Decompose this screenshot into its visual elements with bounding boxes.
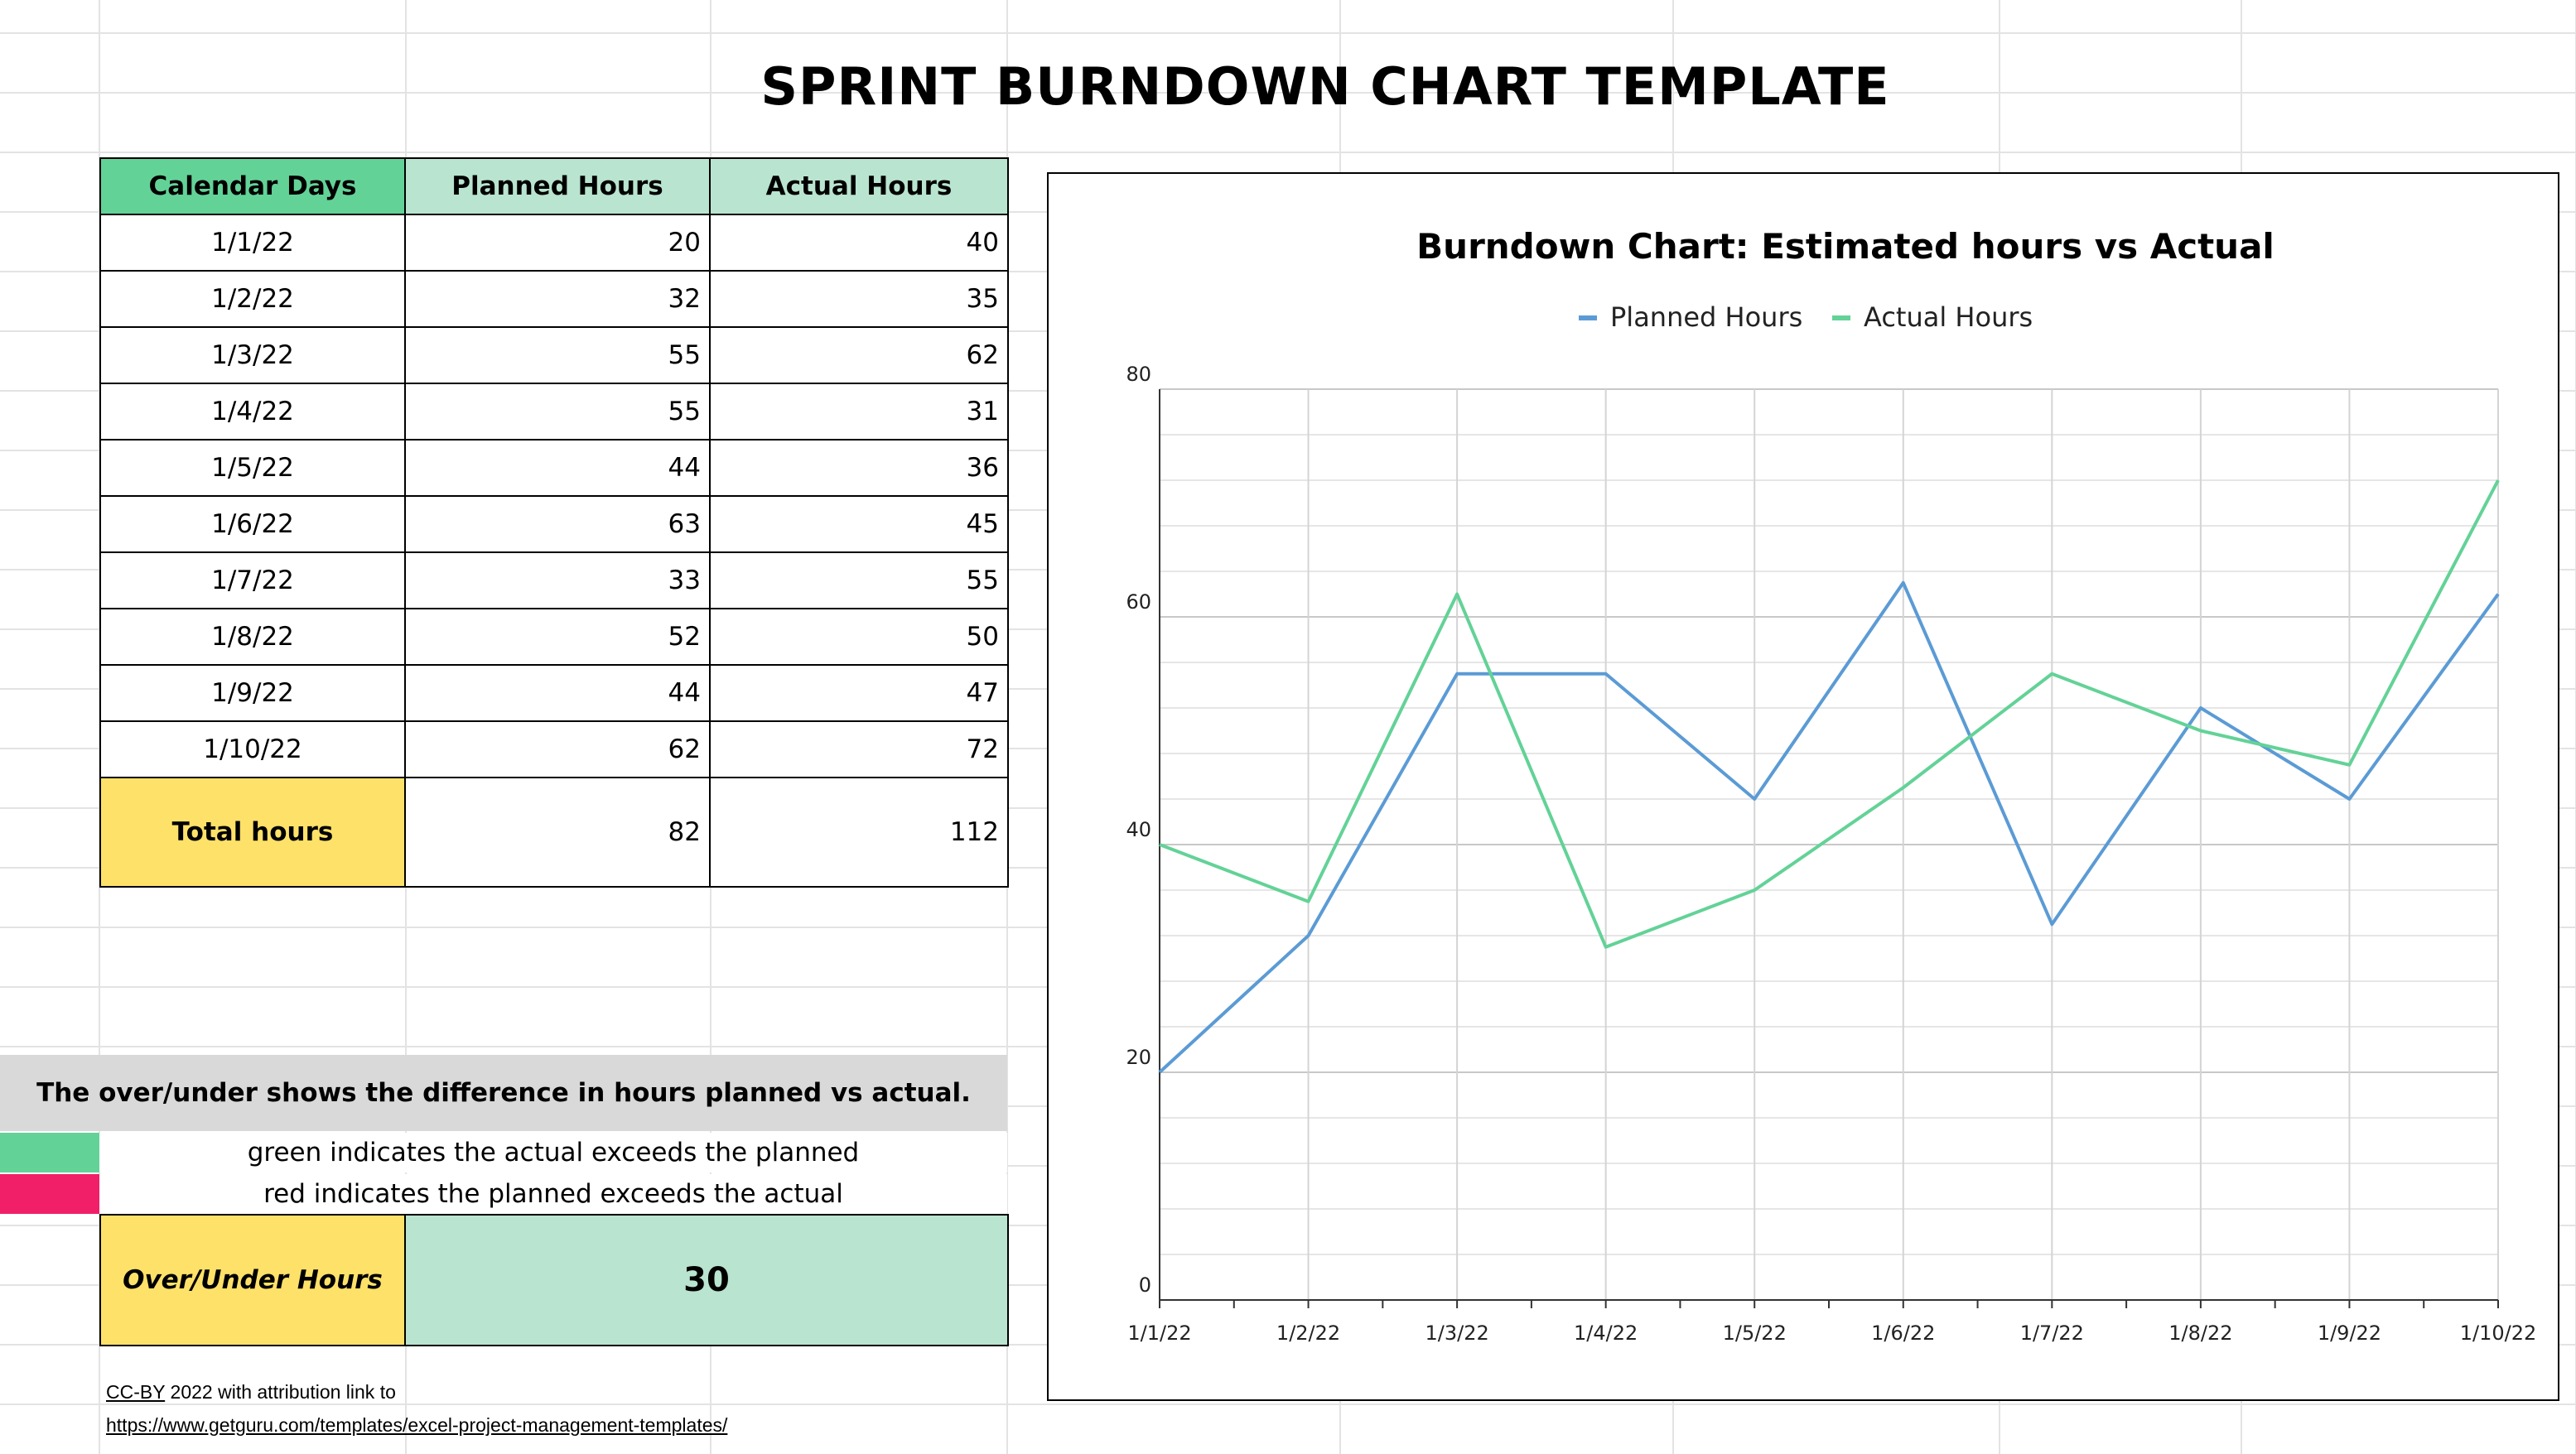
- actual-hours-cell[interactable]: 62: [709, 326, 1009, 384]
- column-header-planned-hours[interactable]: Planned Hours: [404, 157, 711, 215]
- over-under-label[interactable]: Over/Under Hours: [99, 1214, 406, 1346]
- table-row: 1/5/22 44 36: [99, 439, 1009, 497]
- x-tick-label: 1/7/22: [2020, 1322, 2084, 1345]
- total-row: Total hours 82 112: [99, 777, 1009, 888]
- over-under-table: Over/Under Hours 30: [99, 1214, 1009, 1346]
- column-header-calendar-days[interactable]: Calendar Days: [99, 157, 406, 215]
- day-cell[interactable]: 1/7/22: [99, 551, 406, 609]
- x-tick-label: 1/2/22: [1276, 1322, 1340, 1345]
- legend-label-0: Planned Hours: [1610, 301, 1802, 333]
- green-legend-row: green indicates the actual exceeds the p…: [0, 1133, 1007, 1172]
- attribution-url-link[interactable]: https://www.getguru.com/templates/excel-…: [106, 1414, 728, 1436]
- green-legend-text[interactable]: green indicates the actual exceeds the p…: [247, 1138, 860, 1168]
- day-cell[interactable]: 1/3/22: [99, 326, 406, 384]
- day-cell[interactable]: 1/1/22: [99, 214, 406, 272]
- total-hours-label[interactable]: Total hours: [99, 777, 406, 888]
- planned-hours-cell[interactable]: 63: [404, 495, 711, 553]
- chart-svg: Burndown Chart: Estimated hours vs Actua…: [1126, 226, 2537, 1345]
- total-planned-hours[interactable]: 82: [404, 777, 711, 888]
- day-cell[interactable]: 1/10/22: [99, 720, 406, 778]
- actual-hours-cell[interactable]: 31: [709, 383, 1009, 441]
- page-title: SPRINT BURNDOWN CHART TEMPLATE: [760, 56, 1890, 117]
- day-cell[interactable]: 1/9/22: [99, 664, 406, 722]
- x-tick-label: 1/1/22: [1127, 1322, 1191, 1345]
- attribution-url-line: https://www.getguru.com/templates/excel-…: [106, 1414, 727, 1437]
- attribution-text: 2022 with attribution link to: [165, 1381, 396, 1403]
- day-cell[interactable]: 1/4/22: [99, 383, 406, 441]
- table-row: 1/7/22 33 55: [99, 551, 1009, 609]
- y-tick-label: 0: [1139, 1273, 1151, 1297]
- actual-hours-cell[interactable]: 36: [709, 439, 1009, 497]
- table-row: 1/8/22 52 50: [99, 608, 1009, 666]
- actual-hours-cell[interactable]: 55: [709, 551, 1009, 609]
- planned-hours-cell[interactable]: 20: [404, 214, 711, 272]
- table-row: 1/3/22 55 62: [99, 326, 1009, 384]
- table-row: 1/10/22 62 72: [99, 720, 1009, 778]
- planned-hours-cell[interactable]: 32: [404, 270, 711, 328]
- y-tick-label: 60: [1126, 590, 1151, 614]
- planned-hours-cell[interactable]: 44: [404, 664, 711, 722]
- series-line-actual-hours: [1159, 479, 2500, 949]
- table-header-row: Calendar Days Planned Hours Actual Hours: [99, 157, 1009, 215]
- planned-hours-cell[interactable]: 55: [404, 383, 711, 441]
- x-tick-label: 1/4/22: [1574, 1322, 1638, 1345]
- red-swatch[interactable]: [0, 1174, 99, 1214]
- over-under-note[interactable]: The over/under shows the difference in h…: [0, 1055, 1007, 1131]
- attribution-line: CC-BY 2022 with attribution link to: [106, 1381, 396, 1403]
- table-row: 1/2/22 32 35: [99, 270, 1009, 328]
- table-row: 1/6/22 63 45: [99, 495, 1009, 553]
- total-actual-hours[interactable]: 112: [709, 777, 1009, 888]
- legend-label-1: Actual Hours: [1864, 301, 2033, 333]
- actual-hours-cell[interactable]: 47: [709, 664, 1009, 722]
- y-tick-label: 20: [1126, 1046, 1151, 1069]
- chart-title: Burndown Chart: Estimated hours vs Actua…: [1416, 226, 2275, 267]
- planned-hours-cell[interactable]: 55: [404, 326, 711, 384]
- day-cell[interactable]: 1/5/22: [99, 439, 406, 497]
- actual-hours-cell[interactable]: 50: [709, 608, 1009, 666]
- planned-hours-cell[interactable]: 44: [404, 439, 711, 497]
- actual-hours-cell[interactable]: 45: [709, 495, 1009, 553]
- license-link[interactable]: CC-BY: [106, 1381, 166, 1403]
- x-tick-label: 1/8/22: [2168, 1322, 2232, 1345]
- actual-hours-cell[interactable]: 40: [709, 214, 1009, 272]
- burndown-chart[interactable]: Burndown Chart: Estimated hours vs Actua…: [1047, 172, 2559, 1401]
- x-tick-label: 1/10/22: [2460, 1322, 2537, 1345]
- red-legend-row: red indicates the planned exceeds the ac…: [0, 1174, 1007, 1214]
- table-row: 1/1/22 20 40: [99, 214, 1009, 272]
- day-cell[interactable]: 1/6/22: [99, 495, 406, 553]
- x-tick-label: 1/6/22: [1871, 1322, 1935, 1345]
- over-under-value[interactable]: 30: [404, 1214, 1009, 1346]
- planned-hours-cell[interactable]: 33: [404, 551, 711, 609]
- planned-hours-cell[interactable]: 52: [404, 608, 711, 666]
- x-tick-label: 1/9/22: [2318, 1322, 2381, 1345]
- y-tick-label: 40: [1126, 818, 1151, 841]
- day-cell[interactable]: 1/2/22: [99, 270, 406, 328]
- x-tick-label: 1/3/22: [1425, 1322, 1488, 1345]
- planned-hours-cell[interactable]: 62: [404, 720, 711, 778]
- table-row: 1/9/22 44 47: [99, 664, 1009, 722]
- series-line-planned-hours: [1158, 580, 2500, 1074]
- actual-hours-cell[interactable]: 35: [709, 270, 1009, 328]
- actual-hours-cell[interactable]: 72: [709, 720, 1009, 778]
- red-legend-text[interactable]: red indicates the planned exceeds the ac…: [263, 1179, 843, 1209]
- table-row: 1/4/22 55 31: [99, 383, 1009, 441]
- y-tick-label: 80: [1126, 363, 1151, 386]
- day-cell[interactable]: 1/8/22: [99, 608, 406, 666]
- hours-table: Calendar Days Planned Hours Actual Hours…: [99, 157, 1009, 888]
- green-swatch[interactable]: [0, 1133, 99, 1172]
- column-header-actual-hours[interactable]: Actual Hours: [709, 157, 1009, 215]
- x-tick-label: 1/5/22: [1723, 1322, 1787, 1345]
